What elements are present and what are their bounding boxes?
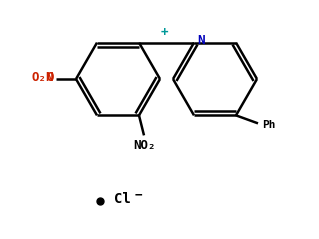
Text: NO₂: NO₂ <box>133 139 155 152</box>
Text: −: − <box>135 189 143 201</box>
Text: O: O <box>47 71 54 83</box>
Text: +: + <box>161 26 168 39</box>
Text: O₂N: O₂N <box>32 71 54 83</box>
Text: Cl: Cl <box>114 192 131 206</box>
Text: Ph: Ph <box>262 120 276 130</box>
Text: N: N <box>197 34 204 47</box>
